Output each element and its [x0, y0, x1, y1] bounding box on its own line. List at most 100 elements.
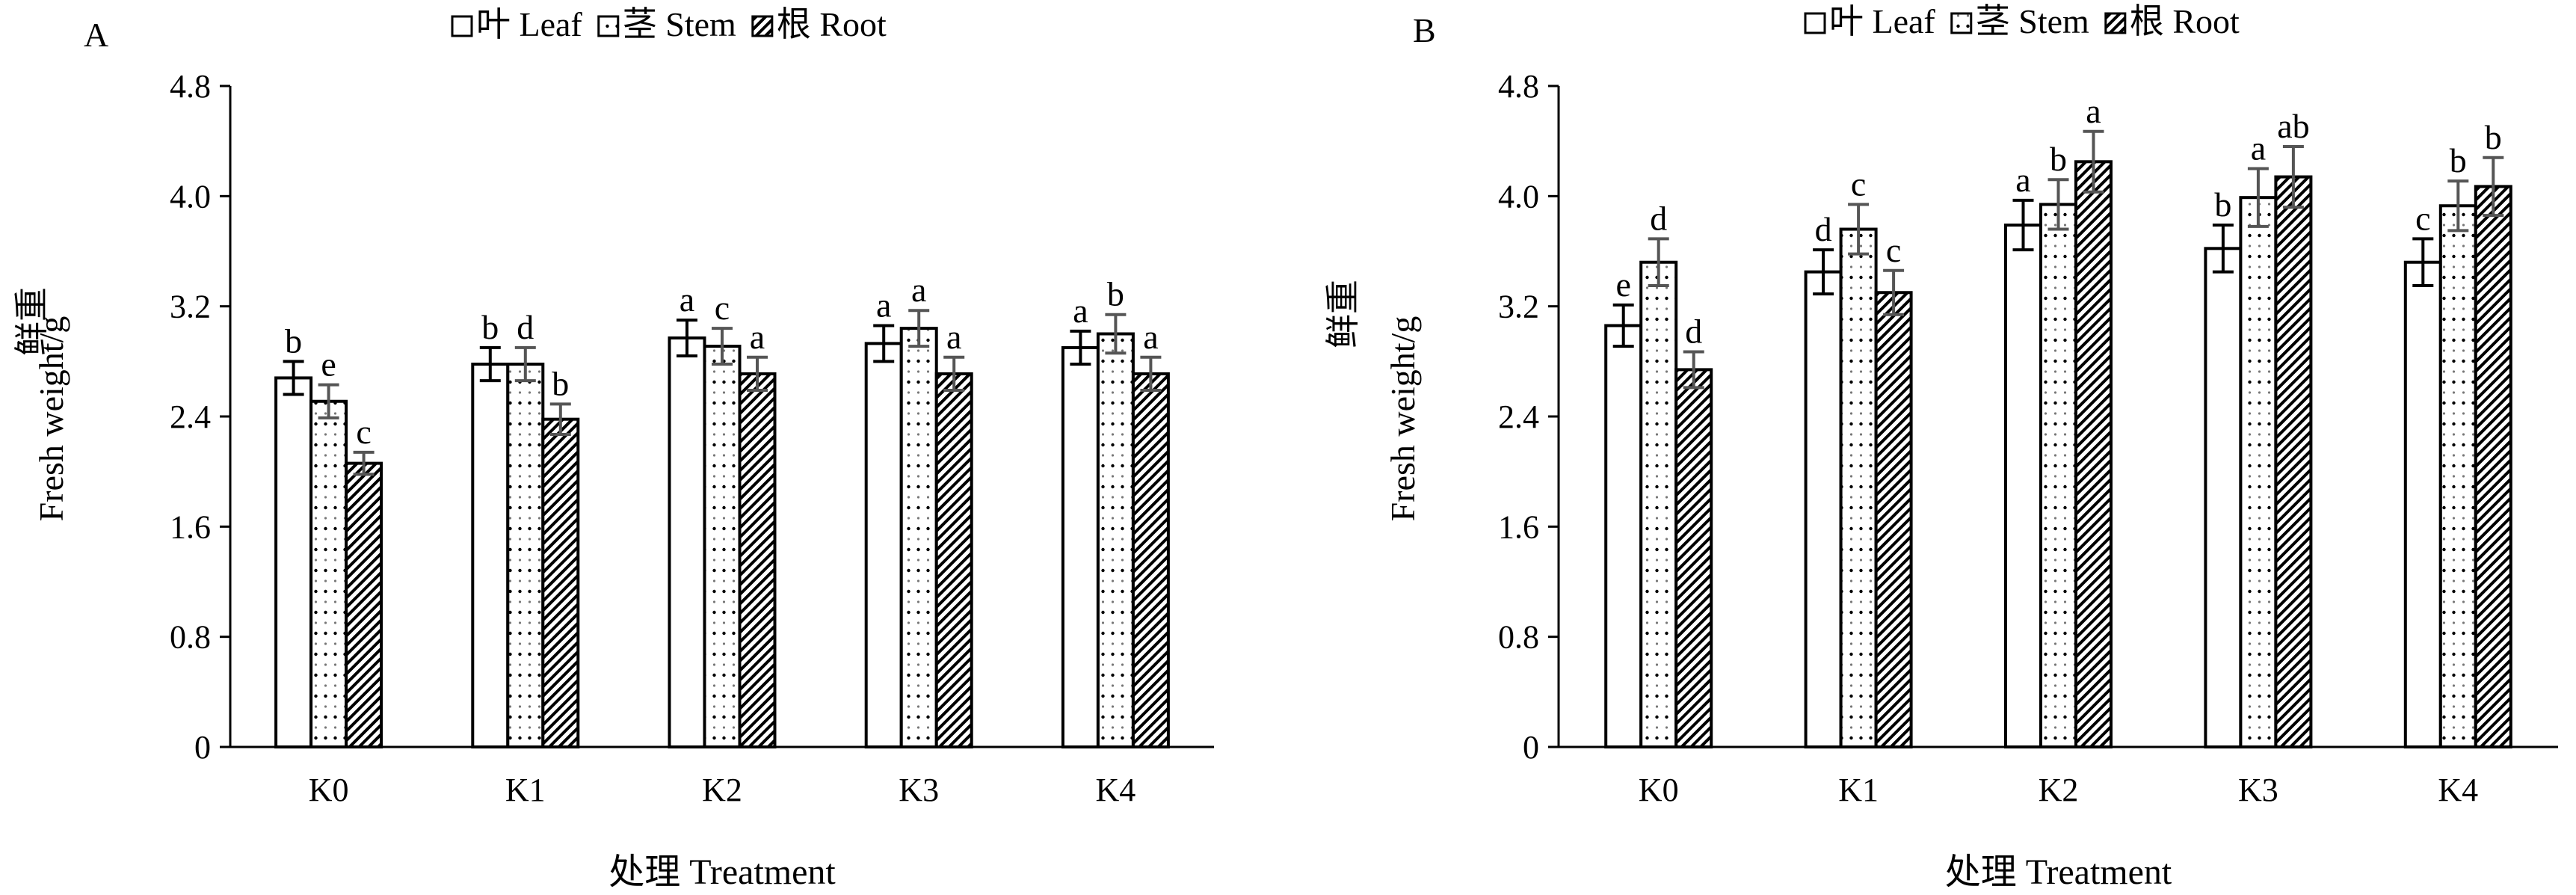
y-tick-label: 0.8: [170, 619, 211, 656]
y-tick-label: 2.4: [170, 399, 211, 435]
bar: [1674, 368, 1713, 748]
x-tick-label: K2: [2039, 772, 2079, 808]
significance-letter: b: [2485, 118, 2502, 156]
bar: [1096, 332, 1135, 748]
legend: 叶 Leaf 茎 Stem 根 Root: [1804, 2, 2240, 40]
significance-letter: e: [321, 345, 336, 384]
bar: [2474, 185, 2512, 749]
legend-swatch: [2104, 12, 2127, 34]
significance-letter: a: [2015, 161, 2030, 199]
x-tick-label: K4: [2438, 772, 2478, 808]
significance-letter: b: [1107, 275, 1124, 313]
x-tick-label: K3: [2238, 772, 2278, 808]
legend-label: 叶 Leaf: [476, 5, 582, 43]
bar: [541, 417, 580, 749]
bar: [738, 372, 777, 748]
panel-label: B: [1413, 11, 1436, 49]
bar: [899, 327, 938, 748]
y-tick-label: 0: [1523, 729, 1539, 766]
bar: [2239, 196, 2278, 748]
y-tick-label: 2.4: [1498, 399, 1539, 435]
significance-letter: c: [715, 289, 730, 327]
legend-swatch: [597, 15, 620, 37]
x-axis-title: 处理 Treatment: [608, 852, 836, 892]
y-axis-title: Fresh weight/g: [32, 316, 70, 522]
bar: [1839, 227, 1878, 748]
chart-panel-b: B 叶 Leaf 茎 Stem 根 Root 0 0.8 1.6 2.4 3.2 4.0 4.8 K0…: [1324, 2, 2558, 892]
significance-letter: d: [517, 308, 534, 346]
legend-label: 根 Root: [2130, 2, 2240, 40]
significance-letter: a: [2086, 92, 2101, 130]
y-axis-title-cn: 鲜重: [13, 287, 51, 356]
bar: [2204, 247, 2243, 749]
chart-panel-a: A 叶 Leaf 茎 Stem 根 Root 0 0.8 1.6 2.4 3.2 4.0 4.8 K0…: [13, 5, 1214, 892]
x-tick-label: K4: [1096, 772, 1136, 808]
legend-swatch: [1804, 12, 1826, 34]
bar: [2004, 224, 2042, 748]
bar: [1131, 372, 1170, 748]
legend-swatch: [751, 15, 774, 37]
legend-swatch: [1950, 12, 1973, 34]
significance-letter: a: [750, 318, 765, 356]
significance-letter: c: [2415, 199, 2430, 237]
y-tick-label: 1.6: [1498, 508, 1539, 545]
bar: [2074, 160, 2113, 748]
y-tick-label: 4.0: [170, 178, 211, 215]
significance-letter: b: [481, 308, 499, 346]
bar: [345, 461, 383, 748]
bar: [2403, 260, 2442, 748]
bar: [1639, 260, 1678, 748]
y-tick-label: 4.8: [170, 68, 211, 105]
bar: [309, 399, 348, 748]
bar: [703, 345, 742, 748]
significance-letter: b: [2214, 185, 2231, 224]
bar: [2438, 204, 2477, 749]
x-tick-label: K0: [309, 772, 349, 808]
bar: [934, 372, 973, 748]
legend-label: 叶 Leaf: [1829, 2, 1935, 40]
significance-letter: b: [552, 364, 569, 402]
y-tick-label: 4.8: [1498, 68, 1539, 105]
significance-letter: a: [946, 318, 961, 356]
bar: [1804, 270, 1843, 748]
y-tick-label: 3.2: [1498, 289, 1539, 325]
significance-letter: b: [285, 322, 302, 360]
significance-letter: b: [2050, 140, 2067, 178]
significance-letter: a: [911, 271, 926, 309]
bar: [1874, 291, 1913, 748]
significance-letter: c: [356, 413, 371, 451]
bar: [864, 342, 903, 748]
bar: [668, 336, 706, 748]
bar: [1061, 345, 1100, 748]
y-tick-label: 3.2: [170, 289, 211, 325]
significance-letter: c: [1886, 231, 1901, 269]
significance-letter: a: [2251, 129, 2266, 167]
significance-letter: ab: [2277, 107, 2309, 145]
significance-letter: a: [876, 286, 891, 324]
x-tick-label: K0: [1639, 772, 1679, 808]
x-tick-label: K3: [899, 772, 939, 808]
y-tick-label: 0.8: [1498, 619, 1539, 656]
significance-letter: d: [1815, 210, 1832, 248]
y-tick-label: 4.0: [1498, 178, 1539, 215]
bar: [2274, 175, 2313, 749]
legend-label: 茎 Stem: [623, 5, 736, 43]
x-axis-title: 处理 Treatment: [1945, 852, 2172, 892]
y-axis-title: Fresh weight/g: [1384, 316, 1422, 522]
significance-letter: d: [1685, 312, 1702, 350]
x-tick-label: K2: [702, 772, 742, 808]
bar: [274, 376, 313, 748]
significance-letter: a: [1073, 292, 1088, 330]
legend-label: 根 Root: [777, 5, 887, 43]
significance-letter: a: [1143, 318, 1158, 356]
legend: 叶 Leaf 茎 Stem 根 Root: [451, 5, 887, 43]
panel-label: A: [84, 16, 108, 54]
y-axis-title-cn: 鲜重: [1324, 280, 1362, 348]
legend-label: 茎 Stem: [1976, 2, 2089, 40]
legend-swatch: [451, 15, 473, 37]
significance-letter: b: [2450, 141, 2467, 179]
significance-letter: a: [680, 280, 694, 319]
bar: [2039, 203, 2077, 748]
significance-letter: e: [1615, 265, 1630, 304]
